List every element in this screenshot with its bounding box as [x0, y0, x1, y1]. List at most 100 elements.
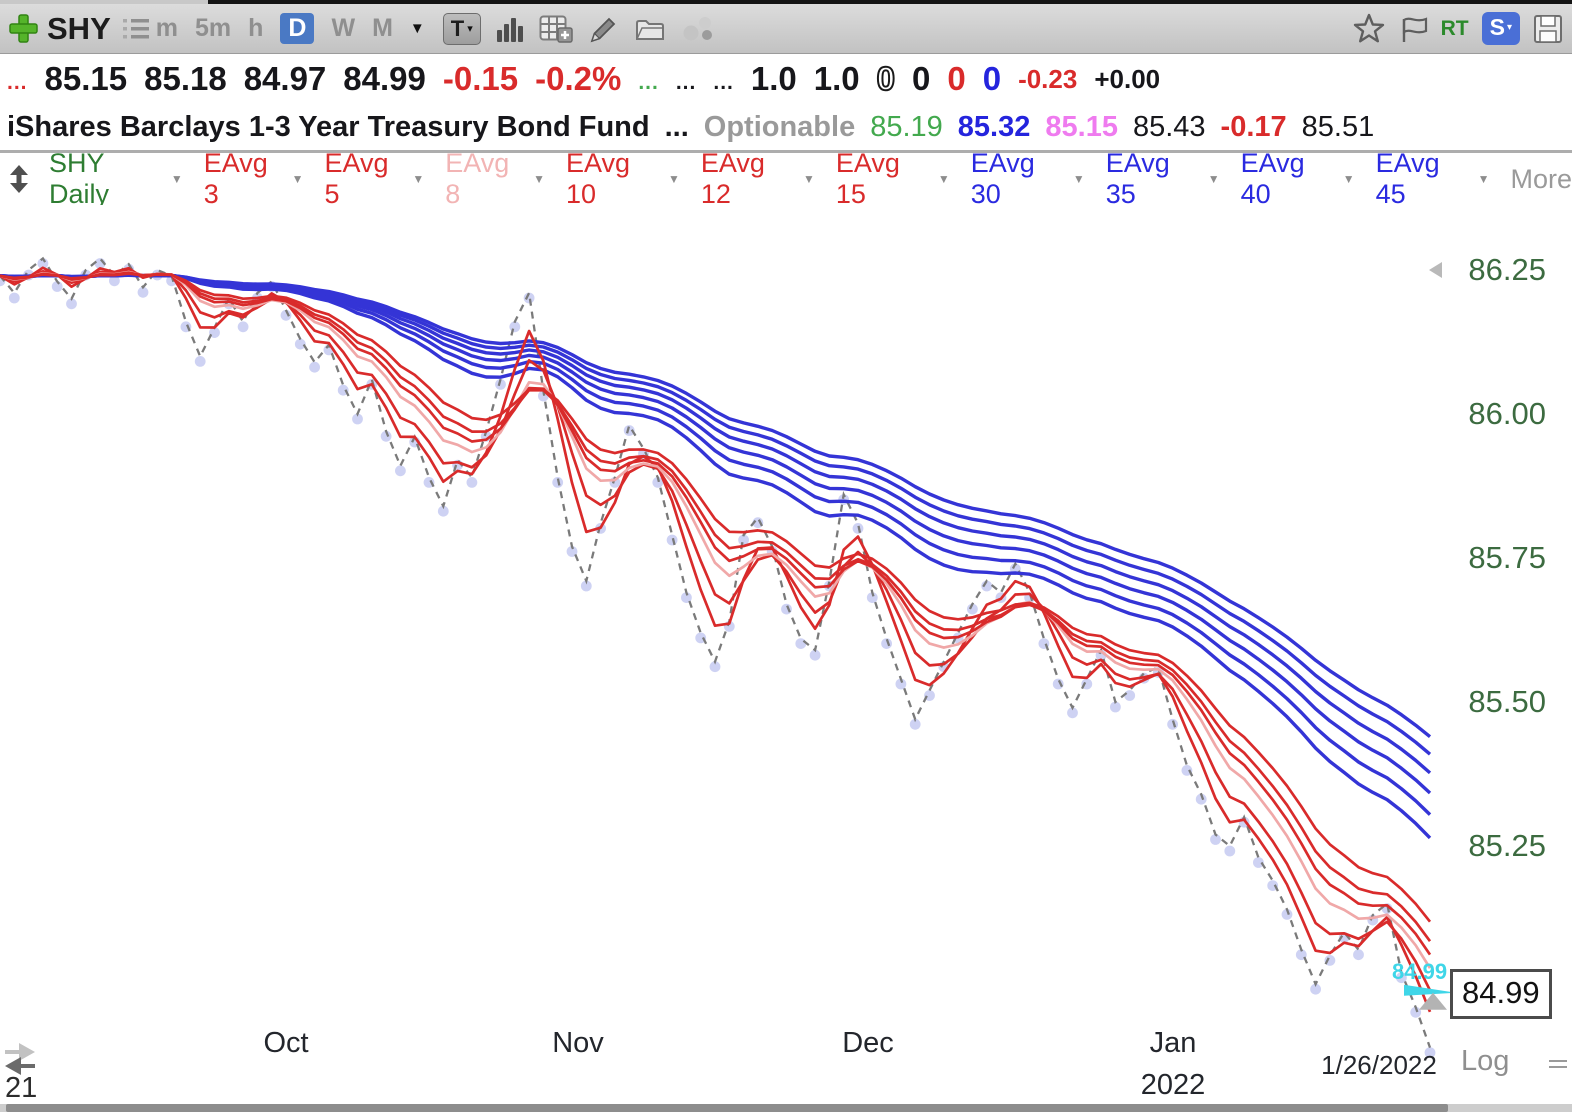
y-axis-label: 86.25 — [1468, 252, 1546, 287]
quote-change: -0.15 — [442, 60, 519, 97]
price-dot — [309, 361, 320, 373]
timeframe-h[interactable]: h — [248, 14, 264, 42]
quote-zero-black: 0 — [911, 60, 931, 97]
log-scale-toggle[interactable]: Log — [1461, 1045, 1510, 1077]
flag-icon[interactable] — [1399, 14, 1428, 44]
indicator-eavg-45[interactable]: EAvg 45 ▼ — [1376, 148, 1490, 210]
indicator-label: EAvg 15 — [835, 148, 900, 209]
dropdown-caret-icon: ▼ — [802, 172, 815, 186]
strategy-label: S — [1489, 14, 1505, 40]
quote-ratio-1: 1.0 — [750, 60, 797, 97]
scrollbar-thumb[interactable] — [6, 1104, 1448, 1112]
indicator-bar: SHY Daily ▼ EAvg 3 ▼ EAvg 5 ▼ EAvg 8 ▼ EAvg 10 ▼ E… — [0, 148, 1572, 209]
reorder-indicators-icon[interactable] — [10, 165, 28, 193]
quote-small-black: +0.00 — [1094, 63, 1161, 94]
timeframe-m[interactable]: m — [155, 14, 178, 42]
price-dot — [967, 603, 978, 615]
indicator-eavg-8[interactable]: EAvg 8 ▼ — [445, 148, 545, 210]
indicator-eavg-3[interactable]: EAvg 3 ▼ — [204, 148, 304, 210]
price-dot — [66, 298, 77, 310]
timeframe-group: m 5m h D W M — [156, 13, 393, 44]
price-dot — [681, 592, 692, 603]
timeframe-W[interactable]: W — [331, 14, 356, 42]
share-dots-icon — [682, 15, 715, 43]
price-dot — [666, 534, 678, 546]
price-dot — [580, 580, 592, 592]
indicator-label: EAvg 8 — [445, 148, 510, 209]
x-axis-label-nov: Nov — [552, 1027, 604, 1059]
section-divider — [0, 150, 1572, 153]
price-dot — [8, 292, 20, 304]
price-dot — [866, 592, 878, 603]
dropdown-caret-icon: ▼ — [1342, 172, 1355, 186]
timeframe-dropdown-icon[interactable]: ▼ — [409, 20, 425, 37]
x-axis-label-oct: Oct — [263, 1027, 309, 1059]
add-condition-grid-icon[interactable] — [539, 13, 573, 44]
optionable-label: Optionable — [703, 110, 856, 143]
indicator-eavg-10[interactable]: EAvg 10 ▼ — [566, 148, 680, 210]
indicator-eavg-5[interactable]: EAvg 5 ▼ — [324, 148, 424, 210]
chart-area[interactable]: Log 21 86.25 86.00 85.75 85.50 85.25 Oct Nov De… — [0, 205, 1572, 1112]
dropdown-caret-icon: ▼ — [1072, 172, 1085, 186]
save-icon[interactable] — [1533, 14, 1564, 44]
chart-type-button[interactable]: T ▾ — [442, 12, 481, 45]
indicator-eavg-30[interactable]: EAvg 30 ▼ — [971, 148, 1085, 210]
scroll-arrow-icon[interactable] — [1419, 992, 1447, 1010]
quote-zero-blue: 0 — [982, 60, 1002, 97]
add-symbol-icon[interactable] — [8, 13, 39, 44]
indicator-eavg-12[interactable]: EAvg 12 ▼ — [701, 148, 815, 210]
page-back-forward-icon[interactable] — [2, 1040, 38, 1076]
fund-value-plain-1: 85.43 — [1132, 110, 1206, 143]
quote-last: 84.99 — [343, 60, 426, 97]
y-axis-label: 85.25 — [1468, 828, 1546, 863]
price-dot — [1310, 983, 1321, 995]
timeframe-5m[interactable]: 5m — [194, 14, 232, 42]
timeframe-M[interactable]: M — [372, 14, 393, 42]
draw-pencil-icon[interactable] — [588, 14, 619, 44]
ema-line-12 — [0, 271, 1432, 943]
dropdown-caret-icon: ▼ — [1207, 172, 1220, 186]
symbol-label[interactable]: SHY — [47, 10, 111, 46]
resize-grip-icon[interactable] — [1549, 1056, 1567, 1072]
price-dot — [495, 379, 506, 390]
price-dot — [395, 465, 406, 477]
indicator-eavg-35[interactable]: EAvg 35 ▼ — [1106, 148, 1220, 210]
indicator-more[interactable]: More — [1511, 164, 1572, 195]
price-dot — [1067, 707, 1078, 719]
dropdown-caret-icon: ▼ — [937, 172, 950, 186]
toolbar-right-group: RT S ▾ — [1353, 12, 1572, 45]
last-price-box: 84.99 — [1450, 968, 1552, 1019]
indicator-eavg-40[interactable]: EAvg 40 ▼ — [1241, 148, 1355, 210]
dropdown-caret-icon: ▼ — [668, 172, 680, 186]
price-dot — [509, 321, 521, 333]
volume-bars-icon[interactable] — [496, 15, 524, 43]
indicator-label: EAvg 12 — [700, 148, 765, 209]
ema-line-8 — [0, 270, 1432, 969]
horizontal-scrollbar[interactable] — [0, 1104, 1572, 1112]
price-dot — [237, 321, 249, 333]
fund-name: iShares Barclays 1-3 Year Treasury Bond … — [7, 110, 650, 143]
price-dot — [352, 413, 363, 425]
window-top-edge — [0, 0, 1572, 4]
watchlist-icon[interactable] — [122, 16, 150, 41]
ema-line-30 — [0, 273, 1432, 840]
price-chart-canvas[interactable] — [0, 205, 1572, 1112]
price-dot — [109, 275, 120, 287]
folder-icon[interactable] — [634, 15, 667, 42]
strategy-button[interactable]: S ▾ — [1481, 12, 1520, 45]
price-dot — [1110, 701, 1121, 713]
indicator-eavg-15[interactable]: EAvg 15 ▼ — [836, 148, 950, 210]
dropdown-caret-icon: ▼ — [412, 172, 425, 186]
indicator-shy-daily[interactable]: SHY Daily ▼ — [49, 148, 183, 210]
fund-ellipsis: ... — [664, 110, 689, 143]
ema-line-5 — [0, 268, 1432, 991]
price-dot — [652, 477, 664, 488]
chevron-down-icon: ▾ — [1506, 22, 1512, 33]
price-dot — [437, 505, 449, 517]
price-dot — [1396, 972, 1407, 984]
price-dot — [523, 292, 535, 304]
axis-marker-icon — [1429, 262, 1442, 278]
favorite-star-icon[interactable] — [1353, 13, 1386, 45]
dropdown-caret-icon: ▼ — [170, 172, 183, 186]
timeframe-D[interactable]: D — [280, 13, 315, 44]
